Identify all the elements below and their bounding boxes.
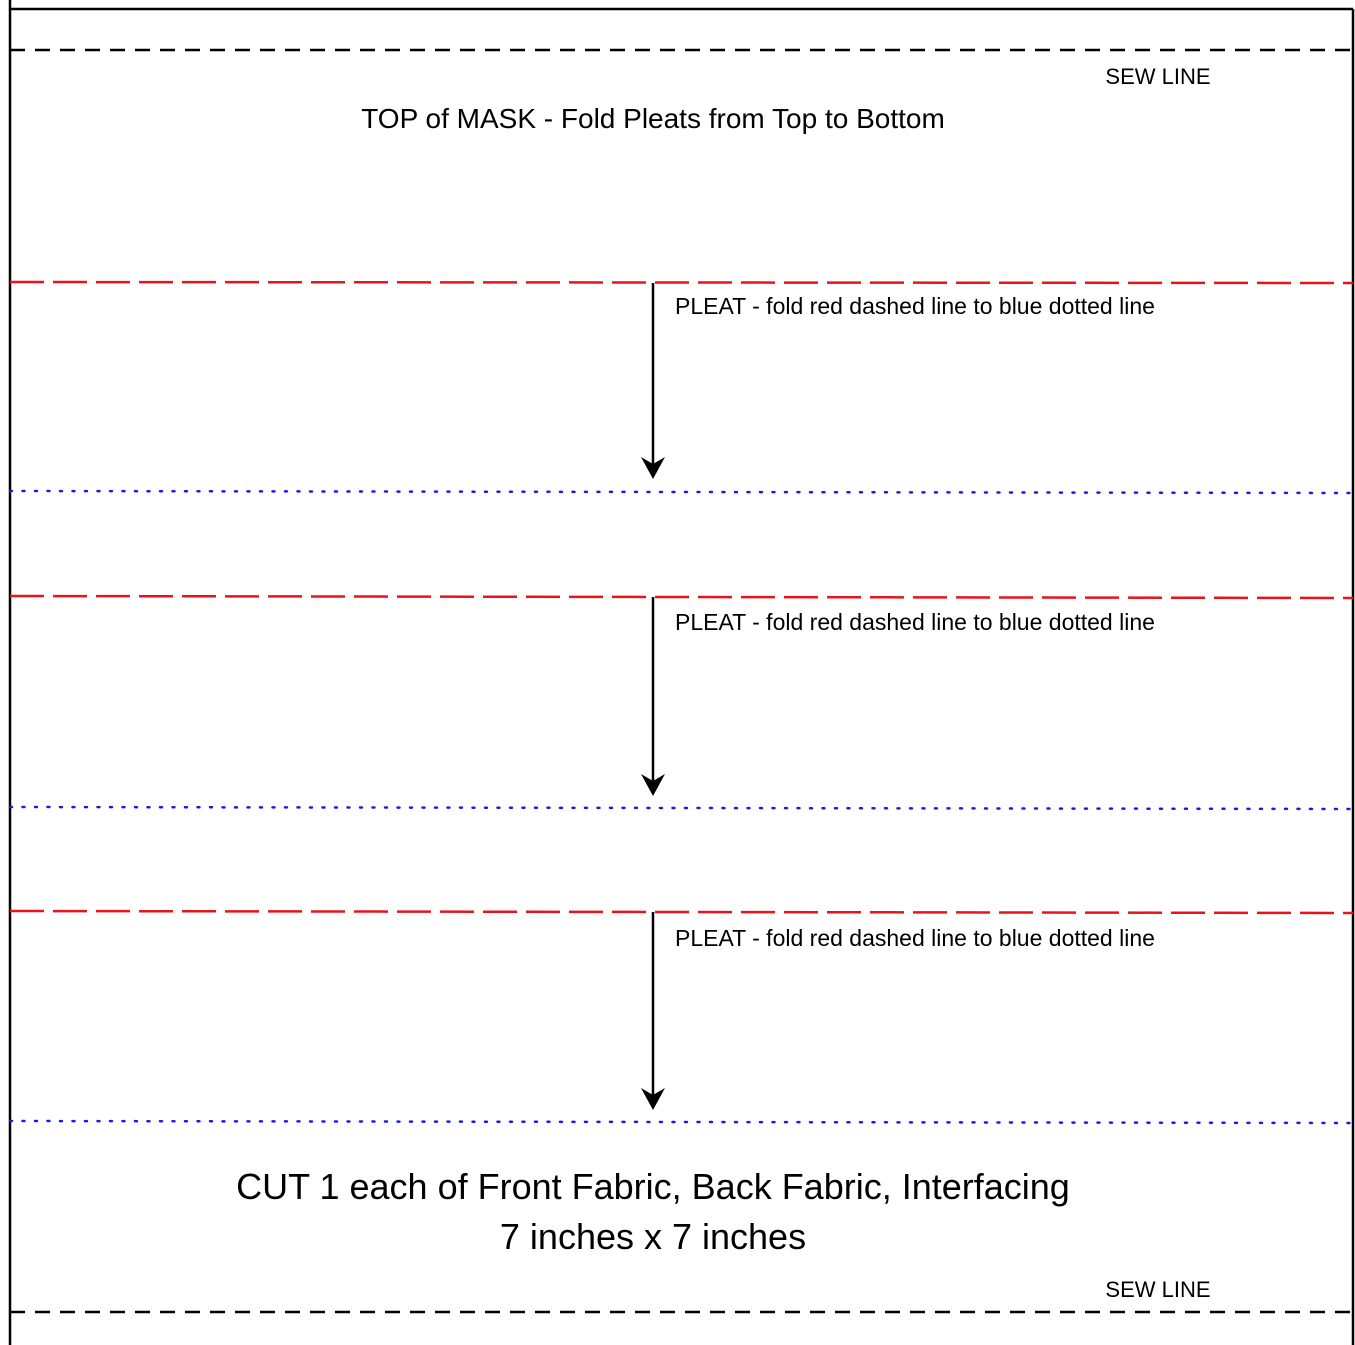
cut-instructions: CUT 1 each of Front Fabric, Back Fabric,… [236, 1166, 1070, 1207]
pleat-1: PLEAT - fold red dashed line to blue dot… [8, 280, 1355, 495]
pleat-1-fold-line [9, 280, 1354, 285]
pattern-border [8, 0, 1355, 1345]
pleat-3-arrow-head-icon [641, 1088, 665, 1110]
pleat-3-target-line [8, 1119, 1355, 1125]
pleat-3-fold-line [9, 909, 1354, 915]
pleat-2-arrow-head-icon [641, 774, 665, 796]
top-sew-label: SEW LINE [1105, 64, 1210, 89]
pleat-2: PLEAT - fold red dashed line to blue dot… [8, 594, 1355, 811]
bottom-sew-label: SEW LINE [1105, 1277, 1210, 1302]
top-of-mask-title: TOP of MASK - Fold Pleats from Top to Bo… [361, 103, 945, 134]
pleat-1-label: PLEAT - fold red dashed line to blue dot… [675, 293, 1155, 319]
pleat-1-arrow-head-icon [641, 457, 665, 479]
pleat-3-label: PLEAT - fold red dashed line to blue dot… [675, 925, 1155, 951]
pleat-2-fold-line [9, 594, 1354, 600]
pleat-2-target-line [8, 805, 1355, 811]
pleat-3: PLEAT - fold red dashed line to blue dot… [8, 909, 1355, 1125]
cut-dimensions: 7 inches x 7 inches [500, 1216, 806, 1257]
pleat-1-target-line [8, 489, 1355, 495]
pleat-2-label: PLEAT - fold red dashed line to blue dot… [675, 609, 1155, 635]
